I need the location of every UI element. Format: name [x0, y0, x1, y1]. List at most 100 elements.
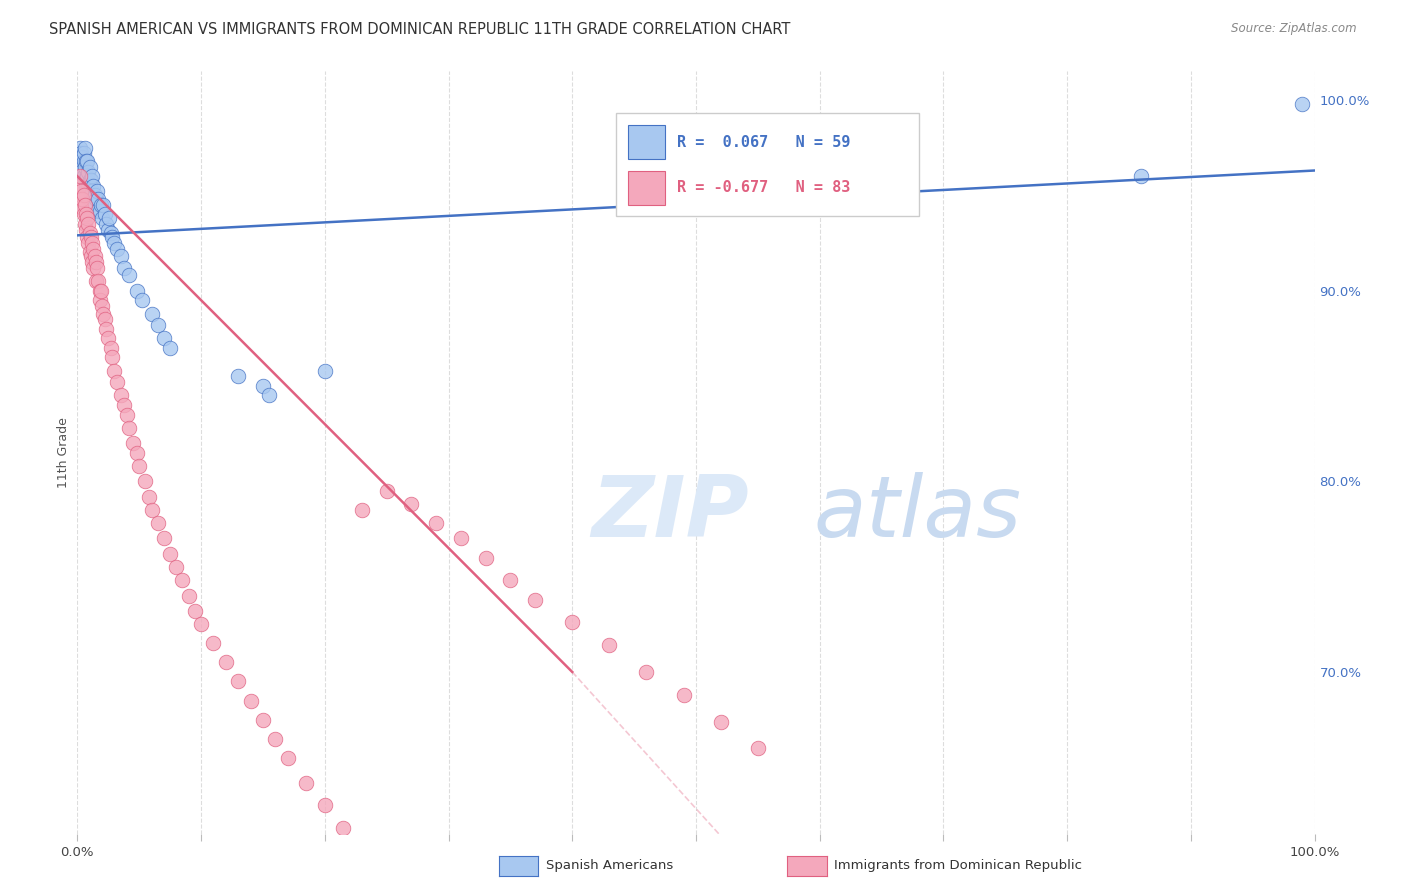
Point [70, 200, 93, 214]
Point [100, 341, 122, 355]
Point [314, 798, 336, 813]
Text: Spanish Americans: Spanish Americans [546, 859, 673, 871]
Point [97, 331, 120, 345]
Point [425, 516, 447, 531]
Point [82, 260, 104, 275]
Point [98, 211, 121, 226]
Point [159, 547, 181, 561]
Point [80, 173, 103, 187]
Point [72, 146, 94, 161]
Point [1291, 96, 1313, 111]
Point [82, 178, 104, 193]
Point [73, 198, 96, 212]
Text: R =  0.067   N = 59: R = 0.067 N = 59 [678, 135, 851, 150]
Point [86, 185, 108, 199]
Point [239, 693, 262, 707]
Point [277, 750, 299, 764]
Text: R = -0.677   N = 83: R = -0.677 N = 83 [678, 180, 851, 194]
Text: atlas: atlas [814, 472, 1022, 555]
Text: Immigrants from Dominican Republic: Immigrants from Dominican Republic [834, 859, 1081, 871]
FancyBboxPatch shape [616, 113, 918, 216]
Point [474, 550, 496, 565]
Point [159, 341, 181, 355]
Point [90, 284, 112, 298]
Point [110, 249, 132, 263]
Text: ZIP: ZIP [591, 472, 748, 555]
Point [79, 185, 101, 199]
Point [80, 230, 103, 244]
Point [72, 192, 94, 206]
Point [69, 192, 91, 206]
Point [226, 674, 249, 689]
Point [73, 140, 96, 154]
Point [115, 408, 138, 422]
Point [146, 318, 169, 332]
Point [105, 375, 128, 389]
Text: Source: ZipAtlas.com: Source: ZipAtlas.com [1232, 22, 1357, 36]
Point [146, 516, 169, 531]
Point [70, 146, 93, 161]
Point [69, 140, 91, 154]
Point [83, 249, 105, 263]
Point [86, 260, 108, 275]
Point [84, 274, 107, 288]
Point [91, 306, 114, 320]
Point [82, 185, 104, 199]
Point [112, 398, 135, 412]
Point [76, 211, 98, 226]
Point [177, 589, 200, 603]
Point [73, 160, 96, 174]
Point [84, 255, 107, 269]
Point [82, 235, 104, 250]
Point [86, 203, 108, 218]
Point [110, 388, 132, 402]
Point [401, 497, 423, 511]
Point [72, 153, 94, 168]
Point [125, 284, 148, 298]
Point [138, 490, 160, 504]
Point [67, 150, 90, 164]
Point [215, 656, 238, 670]
Point [172, 574, 194, 588]
Point [72, 163, 94, 178]
Point [93, 312, 115, 326]
Point [118, 421, 141, 435]
Point [314, 364, 336, 378]
Point [101, 351, 124, 365]
Point [94, 217, 117, 231]
Point [97, 222, 120, 236]
Y-axis label: 11th Grade: 11th Grade [58, 417, 70, 488]
Point [332, 822, 354, 836]
Point [524, 592, 547, 607]
Point [184, 604, 207, 618]
Point [131, 293, 153, 307]
Point [75, 178, 97, 193]
Point [72, 150, 94, 164]
Point [141, 503, 163, 517]
Point [252, 713, 274, 727]
Point [499, 574, 522, 588]
Point [91, 299, 114, 313]
Point [153, 532, 176, 546]
Point [82, 242, 104, 256]
Point [134, 475, 156, 489]
Point [1130, 169, 1153, 184]
Point [69, 169, 91, 184]
Point [72, 188, 94, 202]
Point [72, 207, 94, 221]
Point [141, 306, 163, 320]
Point [76, 230, 98, 244]
Point [128, 458, 150, 473]
Point [80, 198, 103, 212]
Point [264, 731, 287, 746]
Point [190, 617, 212, 632]
Point [103, 364, 125, 378]
Point [84, 192, 107, 206]
Point [153, 331, 176, 345]
Point [76, 169, 98, 184]
Point [77, 178, 100, 193]
Point [89, 284, 111, 298]
Point [122, 436, 145, 450]
Point [125, 445, 148, 459]
Point [598, 638, 620, 652]
